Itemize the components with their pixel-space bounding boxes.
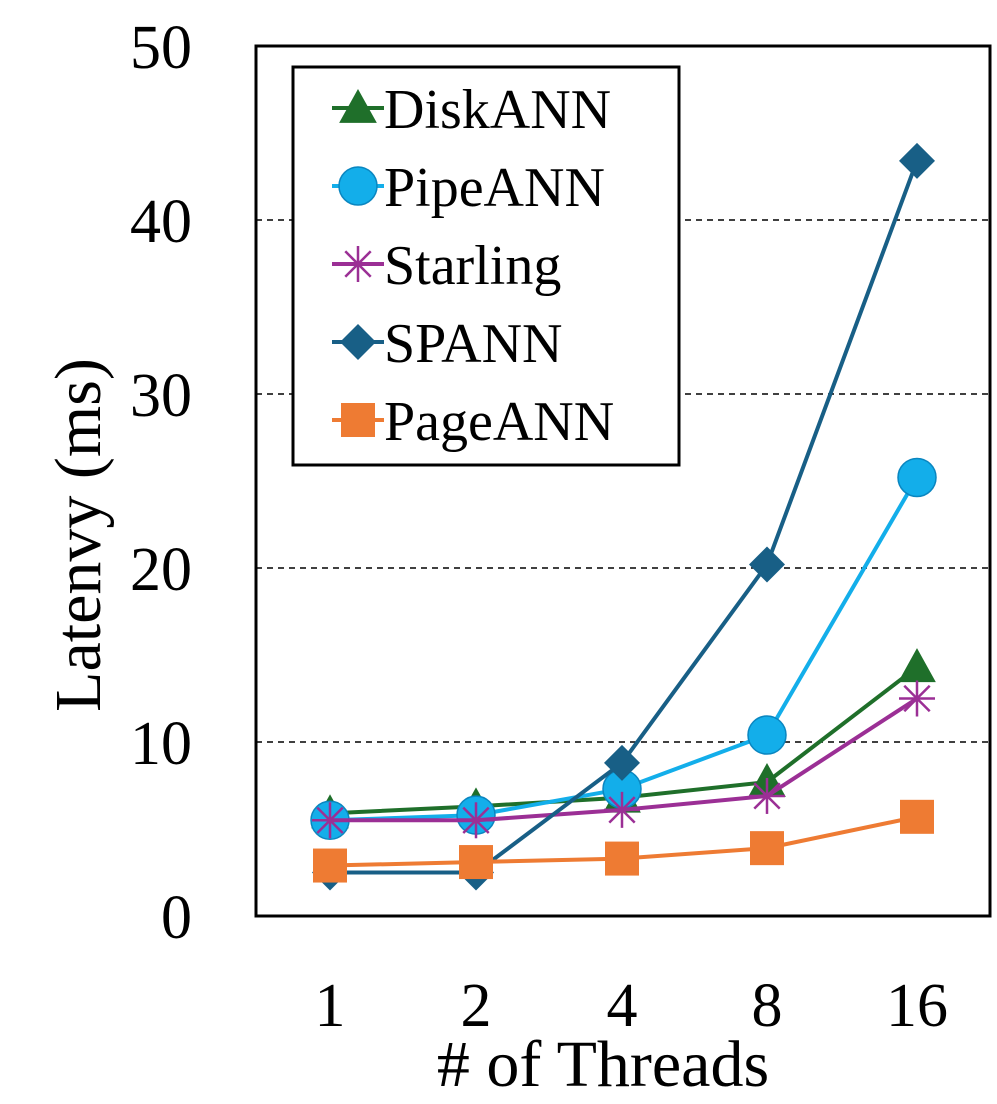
legend-marker-starling — [340, 246, 376, 282]
x-tick-label-2: 2 — [461, 972, 492, 1040]
series-pipeann — [310, 457, 937, 841]
data-point-pageann-8 — [750, 831, 784, 866]
legend-marker-pageann — [341, 403, 375, 437]
data-point-starling-2-stroke — [462, 806, 490, 834]
legend-item-pageann: PageANN — [332, 391, 614, 453]
data-point-starling-4 — [604, 791, 640, 828]
y-tick-label-50: 50 — [130, 14, 192, 82]
x-tick-label-4: 4 — [607, 972, 638, 1040]
data-point-pageann-4 — [605, 841, 639, 876]
legend: DiskANN PipeANN Starling SPANN PageANN — [291, 65, 681, 467]
legend-marker-diskann — [339, 88, 377, 123]
legend-marker-starling-stroke — [344, 250, 372, 278]
series-starling — [312, 680, 935, 839]
y-tick-label-10: 10 — [130, 710, 192, 778]
legend-label-pipeann: PipeANN — [384, 157, 605, 219]
data-point-starling-1-stroke — [316, 806, 344, 834]
data-point-pageann-1 — [313, 848, 347, 883]
legend-item-diskann: DiskANN — [332, 79, 611, 141]
legend-label-starling: Starling — [384, 235, 561, 297]
data-point-starling-1 — [312, 802, 348, 839]
x-tick-label-16: 16 — [886, 972, 948, 1040]
series-pageann — [313, 799, 934, 883]
data-point-spann-4 — [604, 744, 640, 781]
data-point-starling-2 — [458, 802, 494, 839]
y-axis-label: Latenvy (ms) — [42, 358, 115, 712]
legend-marker-pipeann — [338, 166, 378, 206]
data-point-starling-4-stroke — [608, 796, 636, 824]
data-point-spann-8 — [749, 546, 785, 583]
x-axis-ticks: 1 2 4 8 16 — [315, 972, 949, 1040]
plot-area-frame — [254, 44, 992, 918]
legend-item-pipeann: PipeANN — [332, 157, 605, 219]
legend-label-diskann: DiskANN — [384, 79, 611, 141]
series-layer — [310, 142, 937, 891]
data-point-starling-16-stroke — [903, 684, 931, 713]
data-point-starling-8 — [749, 777, 785, 814]
series-spann — [312, 142, 935, 891]
legend-label-pageann: PageANN — [384, 391, 614, 453]
legend-marker-spann — [340, 324, 376, 360]
y-tick-label-0: 0 — [161, 884, 192, 952]
x-tick-label-8: 8 — [752, 972, 783, 1040]
x-axis-label: # of Threads — [437, 1028, 769, 1101]
legend-label-spann: SPANN — [384, 313, 562, 375]
legend-item-spann: SPANN — [332, 313, 562, 375]
data-point-diskann-16 — [898, 648, 936, 683]
legend-item-starling: Starling — [332, 235, 561, 297]
data-point-starling-16 — [899, 680, 935, 717]
y-tick-label-30: 30 — [130, 362, 192, 430]
data-point-pipeann-8 — [747, 715, 787, 755]
data-point-spann-16 — [899, 142, 935, 179]
data-point-pageann-2 — [459, 845, 493, 880]
data-point-pageann-16 — [900, 799, 934, 834]
y-axis-ticks: 0 10 20 30 40 50 — [130, 14, 192, 952]
x-tick-label-1: 1 — [315, 972, 346, 1040]
y-tick-label-20: 20 — [130, 536, 192, 604]
data-point-starling-8-stroke — [753, 782, 781, 810]
y-tick-label-40: 40 — [130, 188, 192, 256]
data-point-pipeann-16 — [897, 457, 937, 498]
